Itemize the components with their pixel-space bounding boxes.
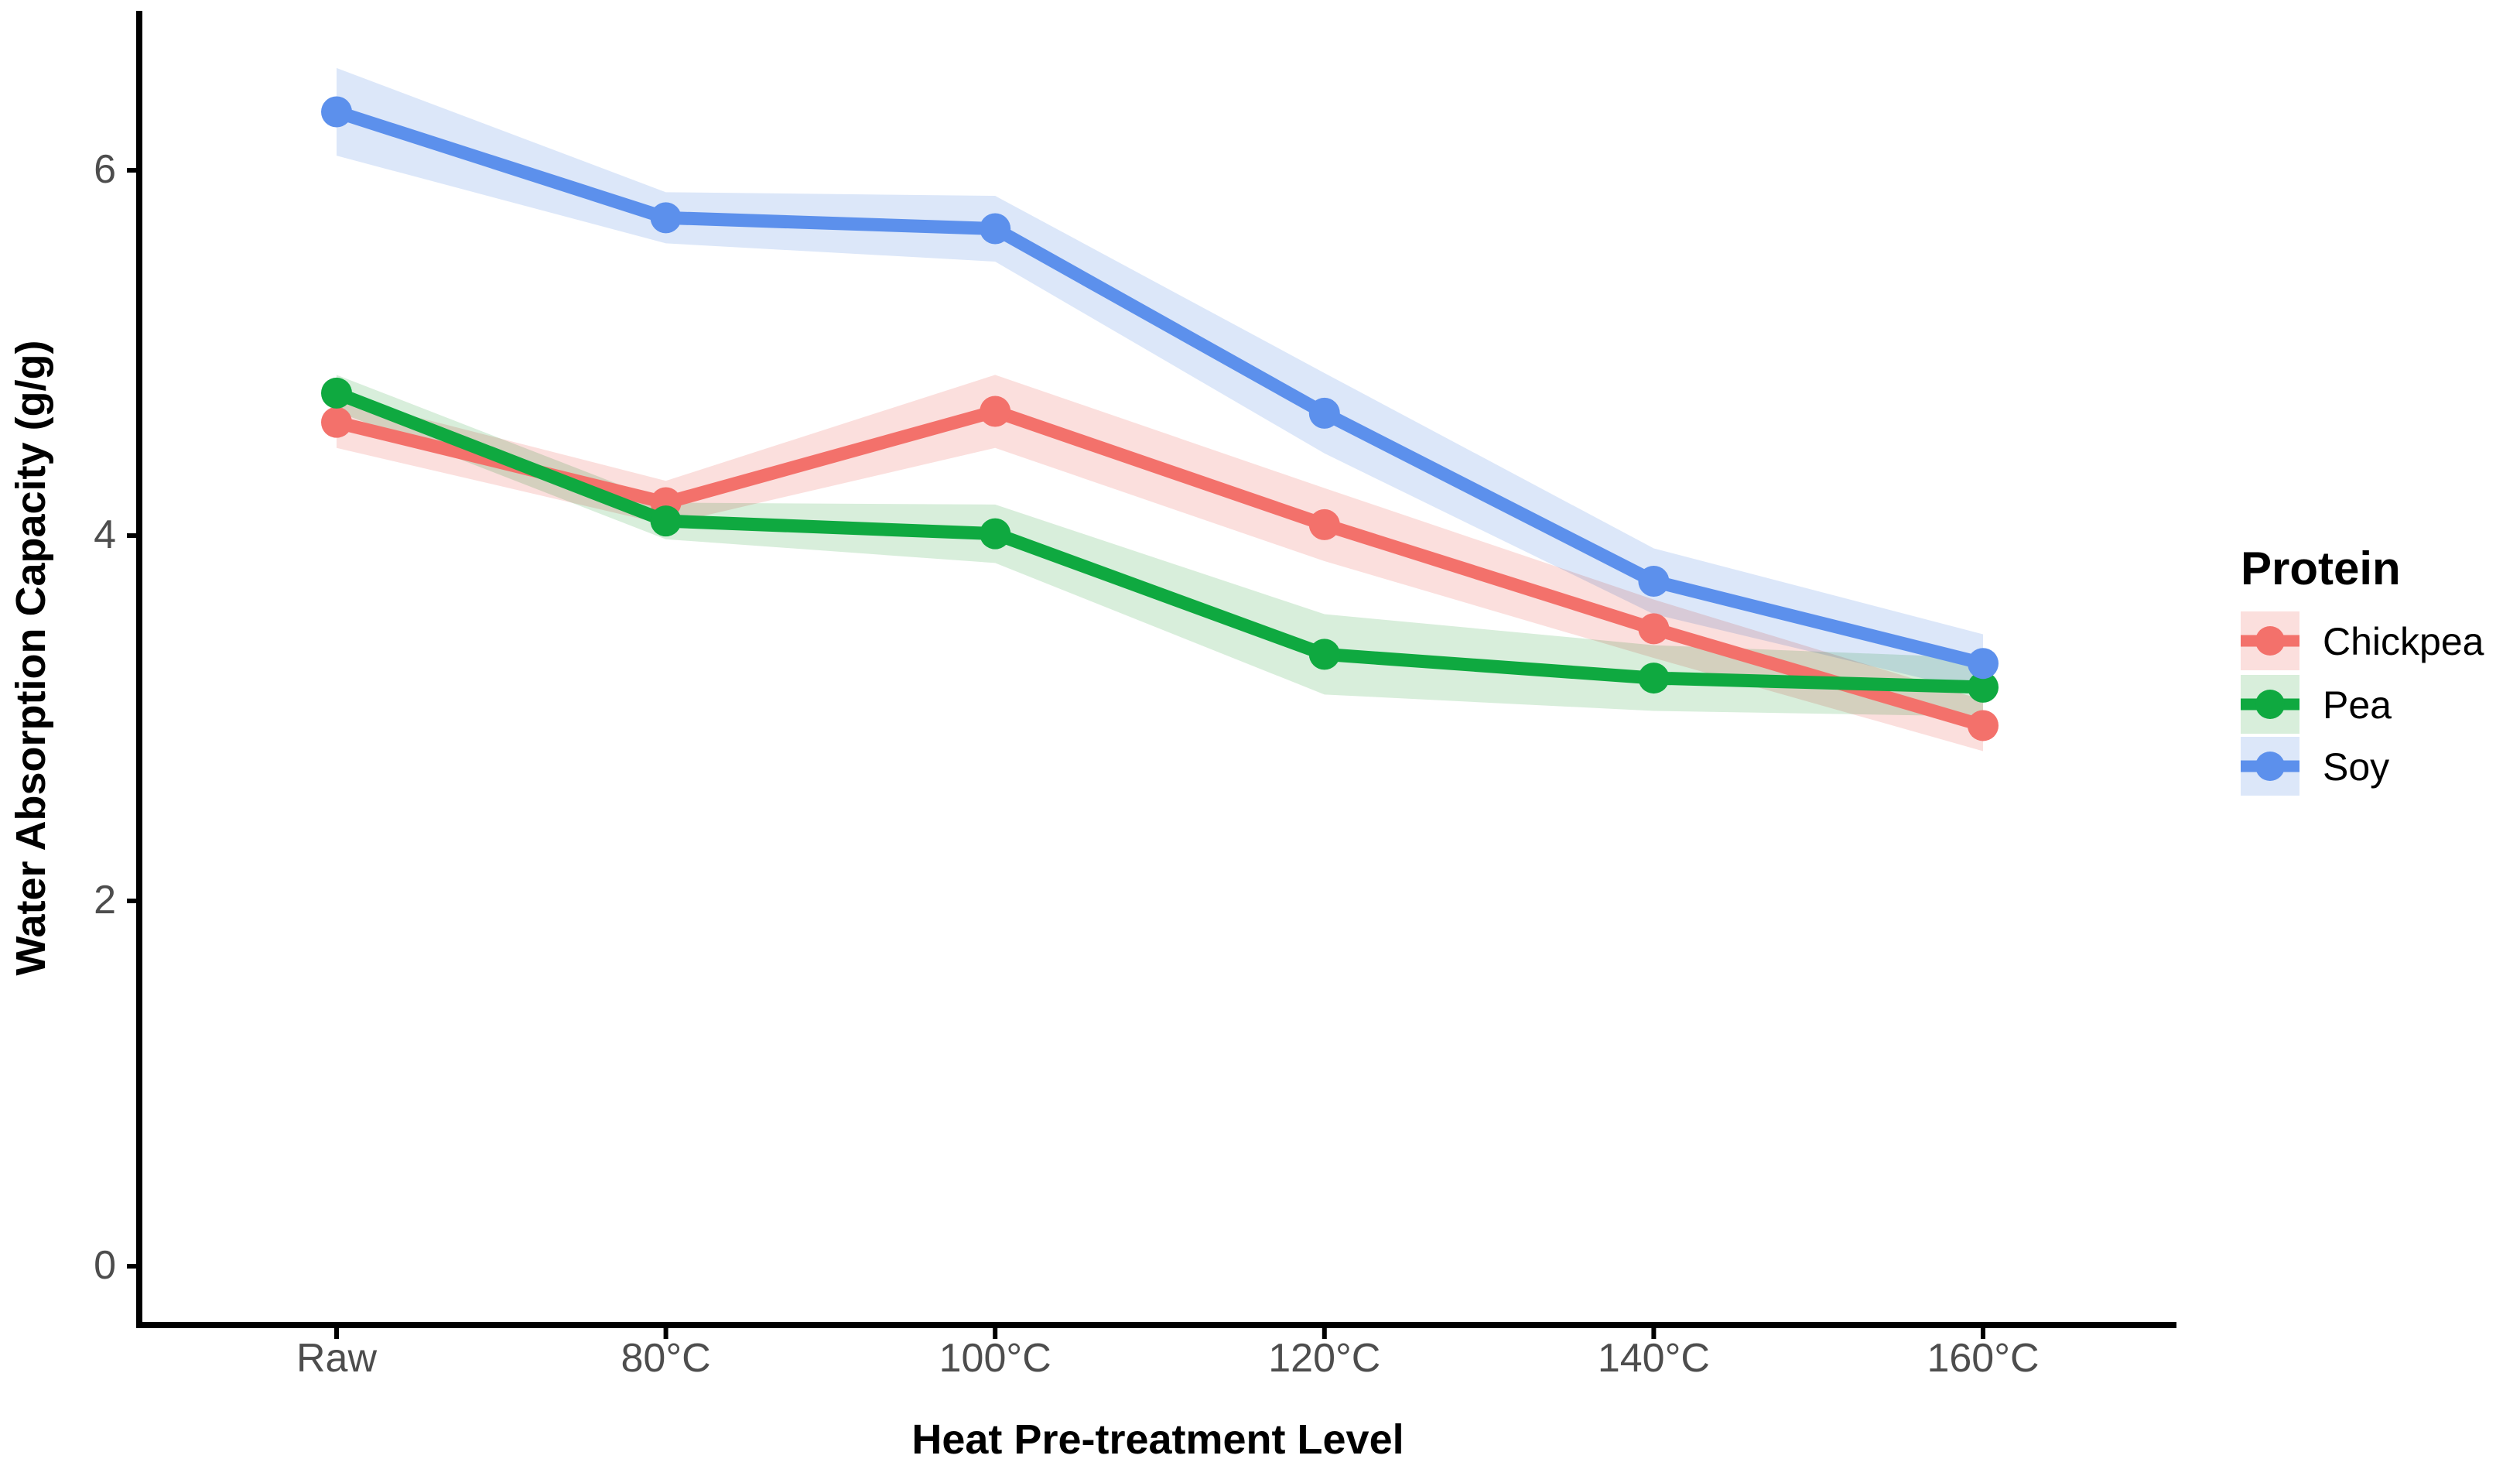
- chickpea-line: [334, 405, 1985, 732]
- pea-confidence-ribbon: [337, 375, 1983, 717]
- chickpea-point-Raw: [321, 406, 352, 438]
- soy-point-120°C: [1308, 397, 1340, 429]
- legend-title: Protein: [2241, 543, 2401, 594]
- y-tick-label-6: 6: [94, 147, 116, 192]
- axes: 0 2 4 6 Raw 80°C 100°C 120°C 140°C 160°C Heat Pre-…: [8, 11, 2176, 1463]
- x-tick-label-3: 120°C: [1268, 1336, 1380, 1381]
- soy-series: [321, 96, 1999, 680]
- x-tick-label-2: 100°C: [939, 1336, 1051, 1381]
- pea-point-160°C: [1968, 671, 1999, 703]
- legend-entry-chickpea: Chickpea: [2241, 611, 2484, 670]
- x-tick-label-0: Raw: [296, 1336, 377, 1381]
- soy-line: [334, 105, 1985, 670]
- chickpea-confidence-ribbon: [337, 375, 1983, 752]
- soy-point-80°C: [650, 202, 682, 234]
- x-tick-label-5: 160°C: [1927, 1336, 2039, 1381]
- pea-line: [333, 386, 1984, 694]
- x-tick-label-4: 140°C: [1598, 1336, 1710, 1381]
- soy-point-100°C: [980, 213, 1011, 245]
- pea-point-Raw: [321, 377, 352, 409]
- soy-point-Raw: [321, 96, 352, 128]
- soy-point-160°C: [1968, 648, 1999, 680]
- soy-point-140°C: [1638, 566, 1670, 597]
- legend-entry-soy: Soy: [2241, 737, 2389, 796]
- y-tick-label-4: 4: [94, 512, 116, 557]
- y-tick-label-0: 0: [94, 1243, 116, 1288]
- y-tick-label-2: 2: [94, 878, 116, 923]
- legend-swatch-point-chickpea: [2255, 626, 2285, 656]
- legend-label-chickpea: Chickpea: [2323, 620, 2484, 663]
- y-axis-title: Water Absorption Capacity (g/g): [8, 340, 54, 975]
- legend-label-pea: Pea: [2323, 683, 2392, 727]
- legend-swatch-point-pea: [2255, 690, 2285, 719]
- chickpea-point-120°C: [1308, 508, 1340, 540]
- legend-swatch-point-soy: [2255, 752, 2285, 781]
- pea-point-120°C: [1308, 639, 1340, 670]
- chickpea-point-140°C: [1638, 613, 1670, 645]
- legend-entry-pea: Pea: [2241, 675, 2392, 734]
- pea-point-100°C: [980, 518, 1011, 550]
- x-tick-label-1: 80°C: [621, 1336, 711, 1381]
- legend: Protein Chickpea Pea Soy: [2241, 543, 2484, 796]
- x-axis-title: Heat Pre-treatment Level: [911, 1416, 1404, 1463]
- pea-point-80°C: [650, 505, 682, 537]
- chickpea-point-100°C: [980, 396, 1011, 427]
- pea-series: [321, 377, 1999, 703]
- pea-point-140°C: [1638, 663, 1670, 694]
- legend-label-soy: Soy: [2323, 745, 2389, 789]
- chickpea-point-160°C: [1968, 710, 1999, 741]
